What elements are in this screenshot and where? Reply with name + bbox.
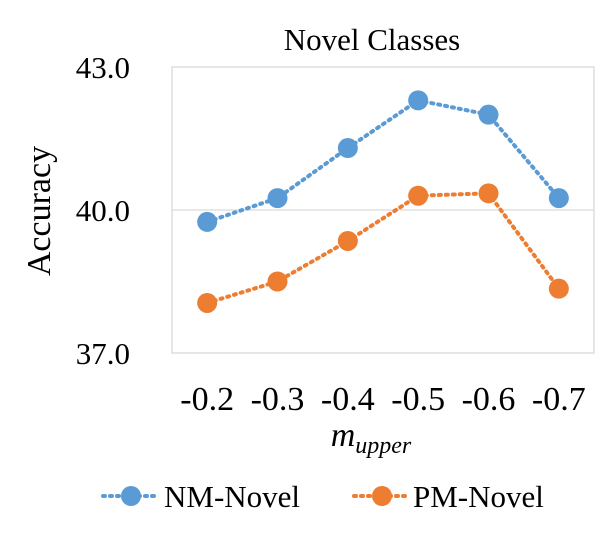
data-point-pm-novel	[197, 292, 218, 313]
x-axis-label-main: m	[331, 417, 356, 454]
x-tick-label: -0.7	[532, 381, 586, 418]
data-point-nm-novel	[197, 211, 218, 232]
data-point-nm-novel	[408, 90, 429, 111]
series-layer	[197, 90, 569, 313]
data-point-nm-novel	[267, 188, 288, 209]
series-pm-novel	[197, 183, 569, 313]
legend-marker-nm-novel	[121, 486, 141, 506]
y-tick-label: 40.0	[76, 193, 130, 228]
x-axis-label-subscript: upper	[355, 433, 412, 459]
data-point-pm-novel	[337, 230, 358, 251]
legend-item-nm-novel: NM-Novel	[101, 479, 300, 514]
data-point-pm-novel	[267, 271, 288, 292]
data-point-nm-novel	[337, 138, 358, 159]
series-line-pm-novel	[205, 191, 561, 305]
y-axis-label: Accuracy	[21, 146, 58, 276]
data-point-pm-novel	[478, 183, 499, 204]
legend-marker-pm-novel	[372, 486, 392, 506]
x-tick-label: -0.5	[391, 381, 445, 418]
data-point-nm-novel	[478, 104, 499, 125]
legend-label-pm-novel: PM-Novel	[413, 479, 544, 514]
x-tick-label: -0.2	[180, 381, 234, 418]
y-tick-label: 43.0	[76, 50, 130, 85]
y-tick-label: 37.0	[76, 336, 130, 371]
y-axis-tick-labels: 37.0 40.0 43.0	[76, 50, 130, 371]
x-tick-label: -0.4	[321, 381, 375, 418]
data-point-pm-novel	[408, 185, 429, 206]
x-axis-label: mupper	[331, 417, 412, 459]
legend-item-pm-novel: PM-Novel	[352, 479, 544, 514]
legend: NM-Novel PM-Novel	[101, 479, 544, 514]
series-line-nm-novel	[205, 98, 561, 224]
series-nm-novel	[197, 90, 569, 232]
x-tick-label: -0.3	[251, 381, 305, 418]
x-axis-tick-labels: -0.2 -0.3 -0.4 -0.5 -0.6 -0.7	[180, 381, 585, 418]
data-point-nm-novel	[548, 188, 569, 209]
data-point-pm-novel	[548, 278, 569, 299]
x-tick-label: -0.6	[462, 381, 516, 418]
legend-label-nm-novel: NM-Novel	[164, 479, 300, 514]
chart-title: Novel Classes	[284, 22, 461, 57]
